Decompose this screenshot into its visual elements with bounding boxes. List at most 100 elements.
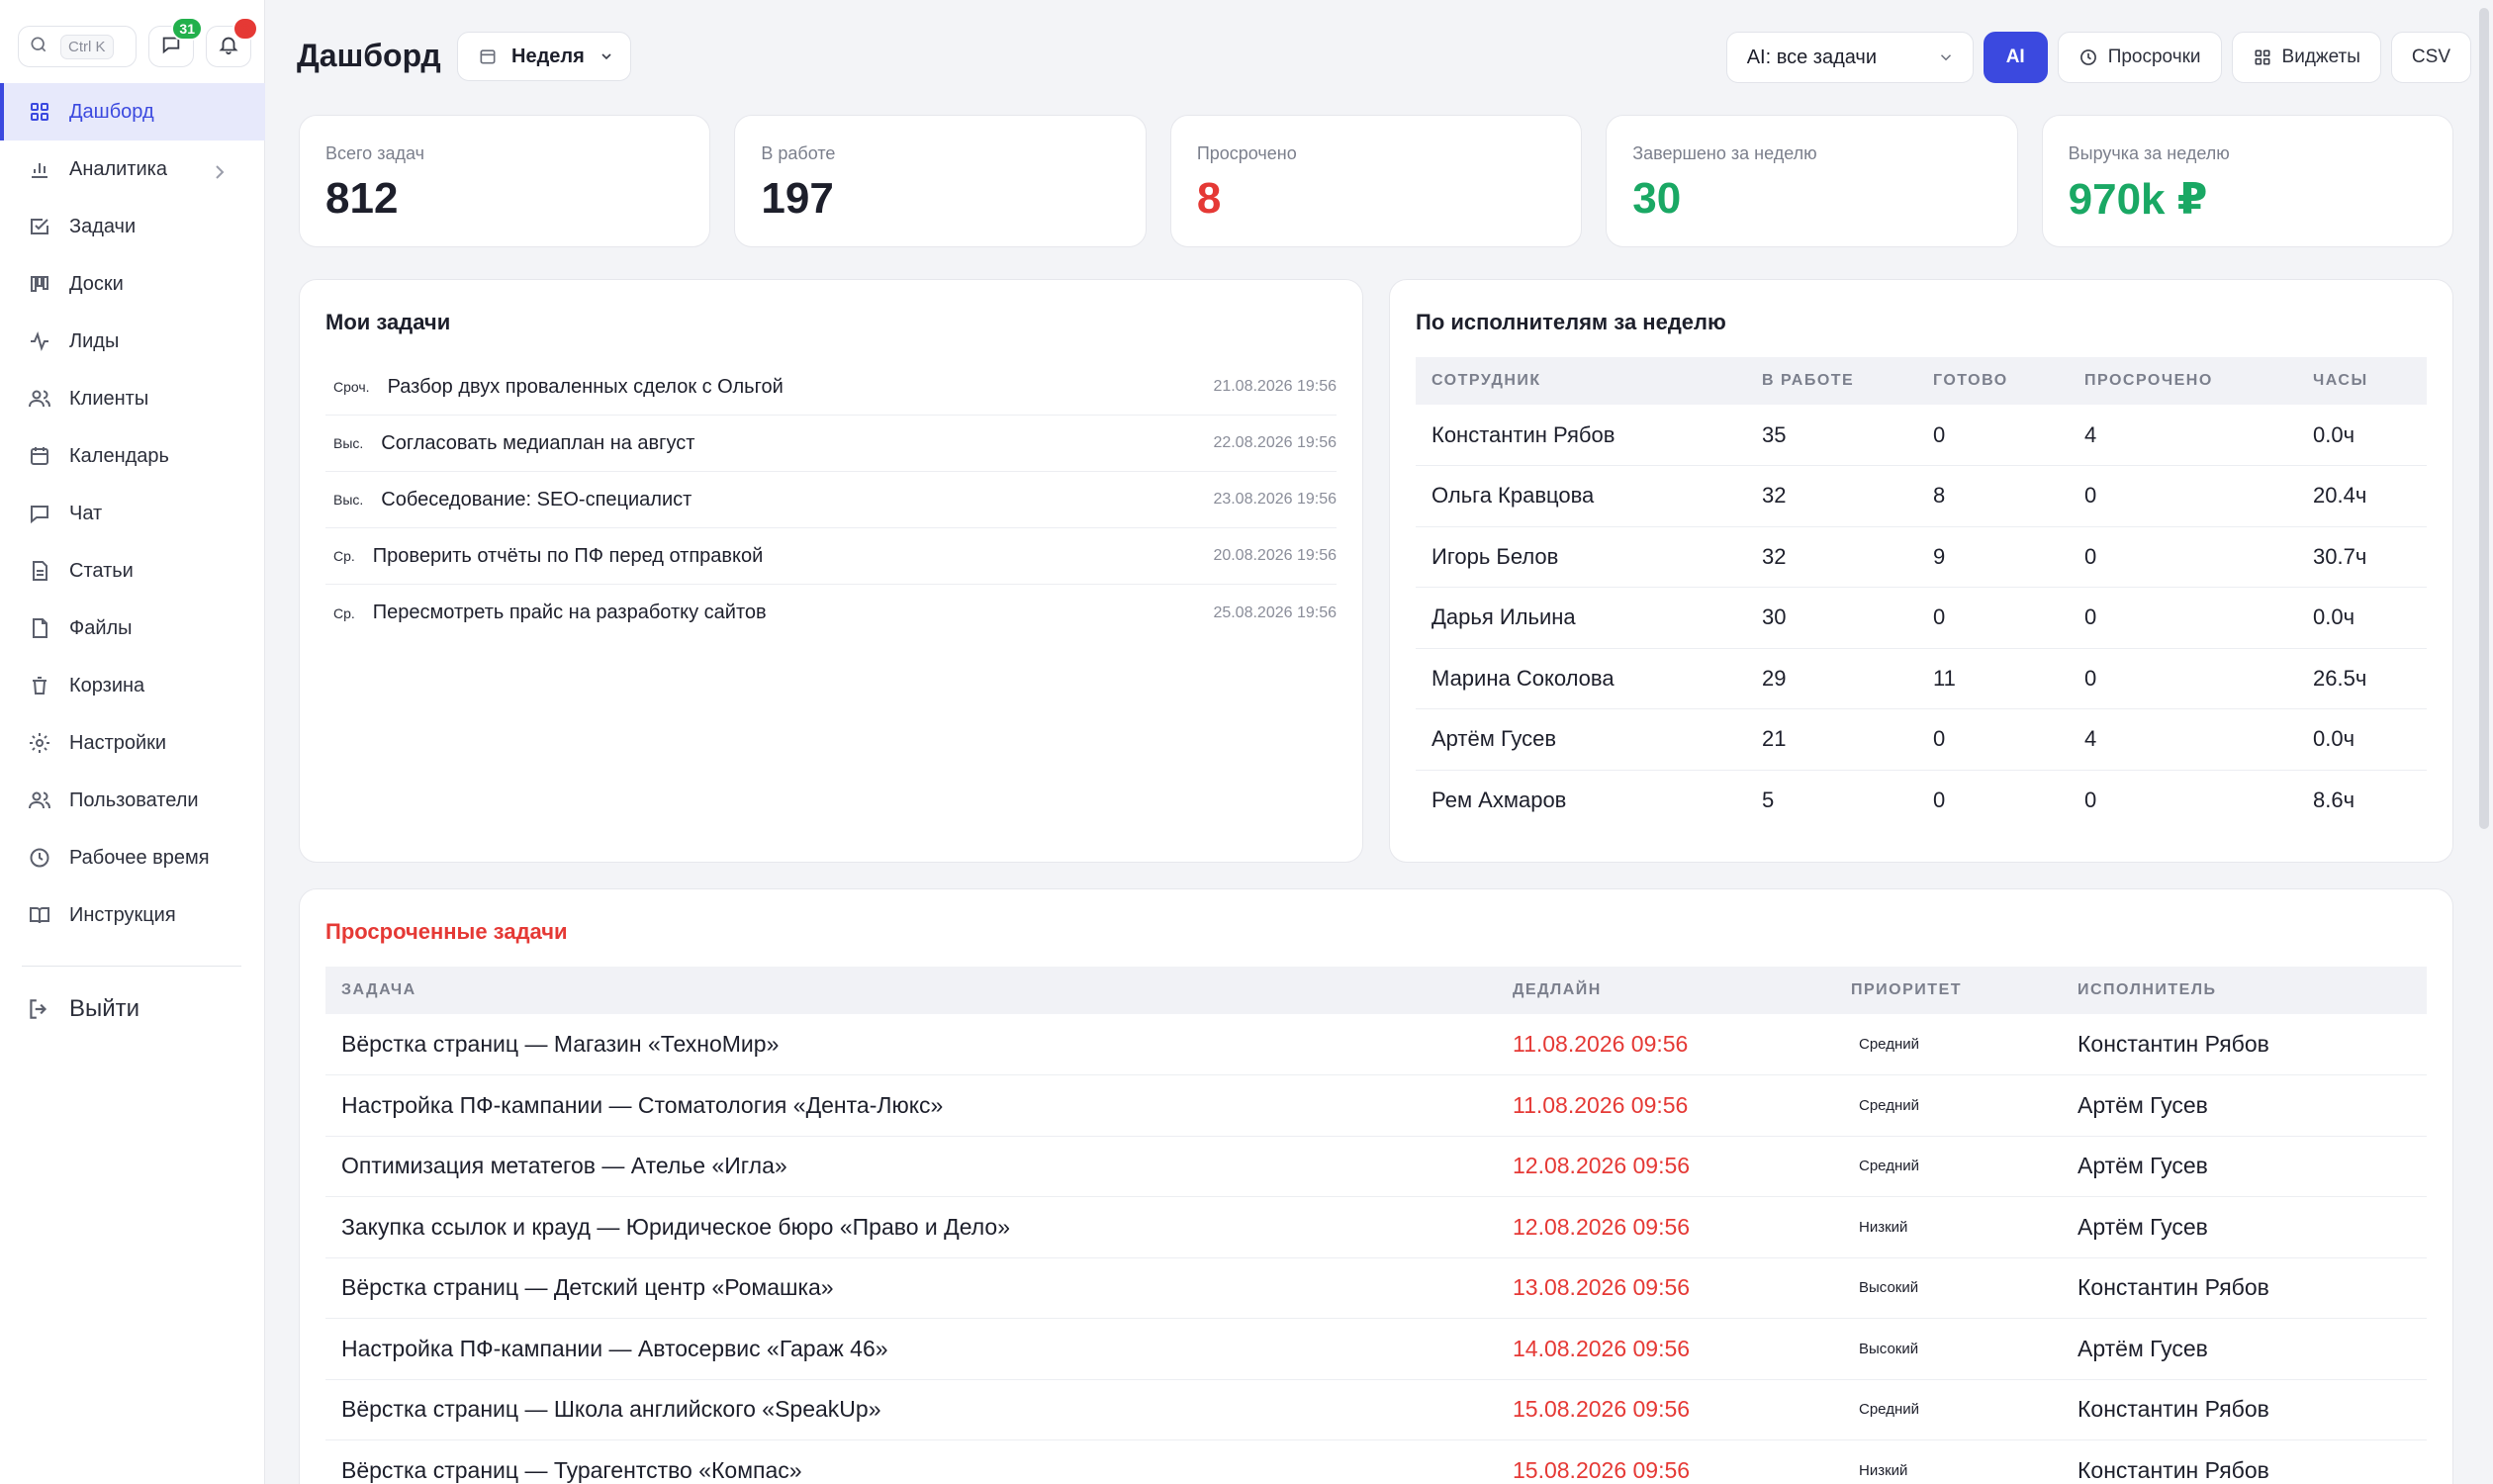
page-title: Дашборд	[297, 38, 441, 73]
done-count: 9	[1917, 526, 2069, 588]
sidebar-item-work-time[interactable]: Рабочее время	[0, 829, 265, 886]
sidebar-item-articles[interactable]: Статьи	[0, 542, 265, 600]
employee-name: Артём Гусев	[1416, 708, 1746, 771]
overdue-tasks-table: Задача Дедлайн Приоритет Исполнитель Вёр…	[325, 967, 2427, 1484]
task-priority: Низкий	[1835, 1439, 2062, 1484]
task-deadline: 15.08.2026 09:56	[1497, 1439, 1835, 1484]
csv-button[interactable]: CSV	[2390, 32, 2471, 83]
kanban-icon	[31, 276, 48, 292]
period-select[interactable]: Неделя	[457, 32, 631, 81]
table-row[interactable]: Игорь Белов 32 9 0 30.7ч	[1416, 526, 2427, 588]
sidebar-item-analytics[interactable]: Аналитика	[0, 140, 265, 198]
file-icon	[33, 618, 47, 638]
table-row[interactable]: Марина Соколова 29 11 0 26.5ч	[1416, 648, 2427, 709]
column-header[interactable]: Просрочено	[2084, 372, 2213, 389]
chevron-down-icon	[1940, 54, 1951, 61]
table-row[interactable]: Закупка ссылок и крауд — Юридическое бюр…	[325, 1196, 2427, 1258]
task-deadline: 12.08.2026 09:56	[1497, 1136, 1835, 1197]
table-row[interactable]: Вёрстка страниц — Магазин «ТехноМир» 11.…	[325, 1014, 2427, 1075]
done-count: 0	[1917, 708, 2069, 771]
column-header[interactable]: Готово	[1933, 372, 2008, 389]
sidebar-item-manual[interactable]: Инструкция	[0, 886, 265, 944]
table-row[interactable]: Константин Рябов 35 0 4 0.0ч	[1416, 405, 2427, 466]
ai-filter-select[interactable]: AI: все задачи	[1725, 32, 1974, 83]
task-deadline: 13.08.2026 09:56	[1497, 1257, 1835, 1319]
sidebar-item-label: Корзина	[69, 674, 145, 696]
task-item[interactable]: Выс. Собеседование: SEO-специалист 23.08…	[325, 472, 1337, 528]
hours: 0.0ч	[2297, 405, 2427, 466]
executors-title: По исполнителям за неделю	[1416, 310, 1726, 334]
task-item[interactable]: Ср. Пересмотреть прайс на разработку сай…	[325, 585, 1337, 641]
messages-button[interactable]: 31	[148, 17, 203, 67]
column-header[interactable]: Часы	[2313, 372, 2368, 389]
clock-icon	[30, 848, 49, 868]
table-row[interactable]: Вёрстка страниц — Турагентство «Компас» …	[325, 1439, 2427, 1484]
widgets-button[interactable]: Виджеты	[2231, 32, 2381, 83]
sidebar-item-chat[interactable]: Чат	[0, 485, 265, 542]
sidebar-item-label: Дашборд	[69, 100, 154, 123]
sidebar-item-label: Лиды	[69, 329, 120, 352]
column-header[interactable]: Дедлайн	[1513, 981, 1602, 998]
task-priority: Средний	[1835, 1379, 2062, 1440]
task-date: 25.08.2026 19:56	[1213, 603, 1337, 621]
task-date: 20.08.2026 19:56	[1213, 547, 1337, 564]
task-item[interactable]: Сроч. Разбор двух проваленных сделок с О…	[325, 359, 1337, 416]
sidebar-item-clients[interactable]: Клиенты	[0, 370, 265, 427]
column-header[interactable]: Исполнитель	[2078, 981, 2217, 998]
csv-button-label: CSV	[2411, 46, 2450, 67]
sidebar-item-boards[interactable]: Доски	[0, 255, 265, 313]
table-row[interactable]: Вёрстка страниц — Детский центр «Ромашка…	[325, 1257, 2427, 1319]
ai-button[interactable]: AI	[1983, 32, 2048, 83]
chevron-right-icon	[216, 165, 225, 179]
overdue-button[interactable]: Просрочки	[2057, 32, 2222, 83]
table-row[interactable]: Дарья Ильина 30 0 0 0.0ч	[1416, 587, 2427, 649]
sidebar: Ctrl K 31 3 Дашборд Аналитика Задачи	[0, 0, 265, 1484]
hours: 0.0ч	[2297, 708, 2427, 771]
executors-table: Сотрудник В работе Готово Просрочено Час…	[1416, 357, 2427, 831]
done-count: 0	[1933, 788, 1946, 812]
task-item[interactable]: Выс. Согласовать медиаплан на август 22.…	[325, 416, 1337, 472]
table-row[interactable]: Рем Ахмаров 5 0 0 8.6ч	[1416, 770, 2427, 831]
overdue-count: 0	[2069, 648, 2297, 709]
task-title: Закупка ссылок и крауд — Юридическое бюр…	[325, 1196, 1497, 1258]
stat-label: Всего задач	[325, 143, 424, 163]
sidebar-item-leads[interactable]: Лиды	[0, 313, 265, 370]
sidebar-item-files[interactable]: Файлы	[0, 600, 265, 657]
logout-label: Выйти	[69, 995, 140, 1022]
column-header[interactable]: Сотрудник	[1431, 372, 1541, 389]
sidebar-toolbar: Ctrl K 31 3	[18, 17, 258, 67]
hours: 8.6ч	[2313, 788, 2355, 812]
sidebar-item-settings[interactable]: Настройки	[0, 714, 265, 772]
done-count: 8	[1917, 465, 2069, 527]
column-header[interactable]: Приоритет	[1851, 981, 1963, 998]
table-row[interactable]: Артём Гусев 21 0 4 0.0ч	[1416, 708, 2427, 771]
column-header[interactable]: В работе	[1762, 372, 1855, 389]
task-item[interactable]: Ср. Проверить отчёты по ПФ перед отправк…	[325, 528, 1337, 585]
trash-icon	[33, 677, 46, 695]
table-row[interactable]: Оптимизация метатегов — Ателье «Игла» 12…	[325, 1136, 2427, 1197]
in-work-count: 32	[1746, 465, 1917, 527]
notifications-button[interactable]: 3	[206, 17, 258, 67]
column-header[interactable]: Задача	[341, 981, 416, 998]
search-button[interactable]: Ctrl K	[18, 26, 137, 67]
employee-name: Рем Ахмаров	[1431, 788, 1567, 812]
table-row[interactable]: Вёрстка страниц — Школа английского «Spe…	[325, 1379, 2427, 1440]
table-row[interactable]: Ольга Кравцова 32 8 0 20.4ч	[1416, 465, 2427, 527]
sidebar-item-users[interactable]: Пользователи	[0, 772, 265, 829]
page-scrollbar[interactable]	[2479, 8, 2489, 829]
sidebar-item-trash[interactable]: Корзина	[0, 657, 265, 714]
gear-icon	[30, 733, 49, 753]
logout-button[interactable]: Выйти	[0, 982, 265, 1036]
task-date: 23.08.2026 19:56	[1213, 491, 1337, 508]
sidebar-item-calendar[interactable]: Календарь	[0, 427, 265, 485]
table-row[interactable]: Настройка ПФ-кампании — Стоматология «Де…	[325, 1074, 2427, 1137]
table-row[interactable]: Настройка ПФ-кампании — Автосервис «Гара…	[325, 1318, 2427, 1380]
sidebar-item-label: Календарь	[69, 444, 169, 467]
users-icon	[29, 791, 50, 809]
task-title: Настройка ПФ-кампании — Стоматология «Де…	[325, 1074, 1497, 1137]
stat-value: 30	[1632, 174, 1682, 223]
task-assignee: Константин Рябов	[2062, 1257, 2427, 1319]
sidebar-item-tasks[interactable]: Задачи	[0, 198, 265, 255]
sidebar-item-dashboard[interactable]: Дашборд	[0, 83, 265, 140]
stat-card-revenue: Выручка за неделю 970k ₽	[2041, 115, 2454, 247]
